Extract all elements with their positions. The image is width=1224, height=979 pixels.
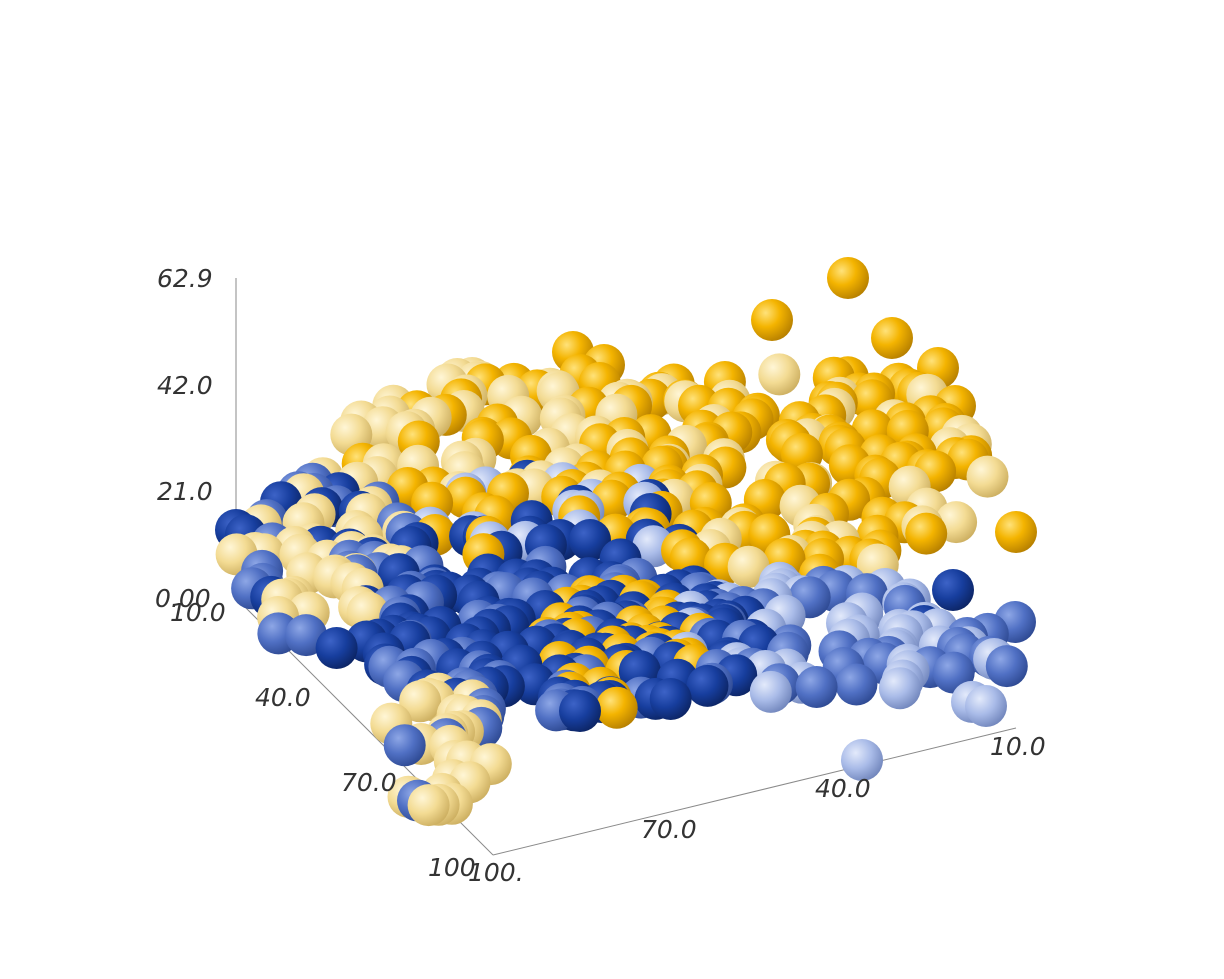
data-sphere bbox=[985, 645, 1028, 688]
z-tick-label: 42.0 bbox=[157, 371, 213, 400]
data-sphere bbox=[758, 353, 801, 396]
data-sphere bbox=[686, 664, 729, 707]
data-sphere bbox=[965, 685, 1007, 727]
left-depth-tick-label: 100 bbox=[428, 853, 476, 882]
data-sphere bbox=[827, 257, 869, 299]
right-depth-tick-label: 100. bbox=[468, 858, 524, 887]
data-sphere bbox=[749, 670, 792, 713]
data-sphere bbox=[383, 724, 426, 767]
data-sphere bbox=[966, 455, 1009, 498]
sphere-cloud bbox=[215, 257, 1037, 827]
z-tick-label: 21.0 bbox=[157, 477, 213, 506]
data-sphere bbox=[727, 545, 770, 588]
left-depth-tick-label: 10.0 bbox=[170, 598, 226, 627]
tick-labels: 62.9 42.0 21.0 0.00 10.0 40.0 70.0 100 1… bbox=[155, 264, 1046, 887]
data-sphere bbox=[795, 666, 838, 708]
data-sphere bbox=[878, 667, 921, 710]
data-sphere bbox=[995, 511, 1037, 553]
right-depth-axis-line bbox=[492, 727, 1017, 856]
data-sphere bbox=[315, 627, 358, 669]
left-depth-tick-label: 70.0 bbox=[341, 768, 397, 797]
right-depth-tick-label: 10.0 bbox=[990, 732, 1046, 761]
data-sphere bbox=[559, 690, 601, 732]
right-depth-tick-label: 70.0 bbox=[641, 815, 697, 844]
data-sphere bbox=[905, 512, 948, 555]
data-sphere bbox=[407, 784, 450, 827]
data-sphere bbox=[569, 519, 611, 561]
right-depth-tick-label: 40.0 bbox=[815, 774, 871, 803]
data-sphere bbox=[841, 739, 883, 781]
data-sphere bbox=[835, 663, 878, 706]
data-sphere bbox=[595, 686, 638, 729]
z-tick-label: 0.00 bbox=[155, 584, 211, 613]
data-sphere bbox=[932, 569, 974, 611]
left-depth-tick-label: 40.0 bbox=[255, 683, 311, 712]
data-sphere bbox=[751, 299, 793, 341]
data-sphere bbox=[399, 680, 442, 723]
data-sphere bbox=[649, 678, 692, 720]
data-sphere bbox=[871, 317, 913, 359]
z-tick-label: 62.9 bbox=[157, 264, 213, 293]
